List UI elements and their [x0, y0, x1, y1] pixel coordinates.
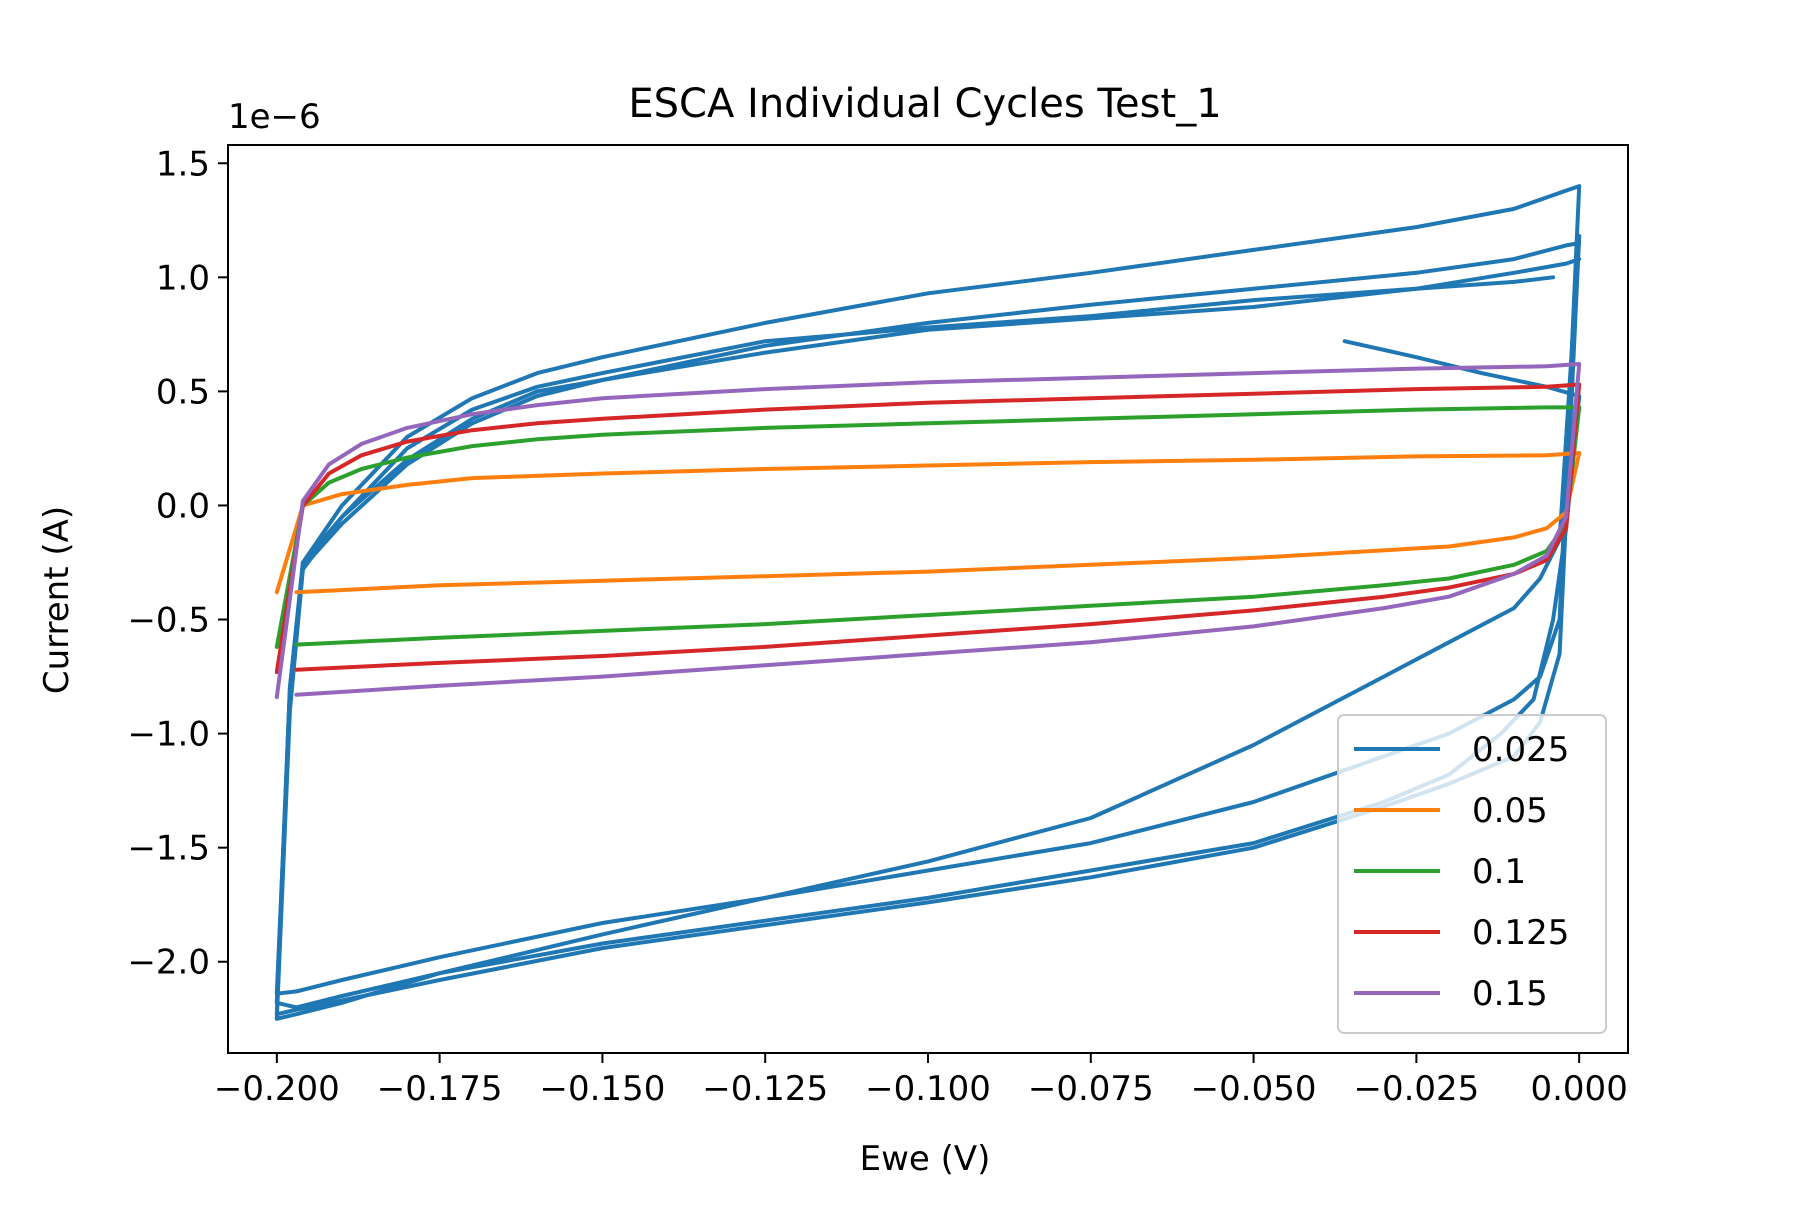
- x-tick-label: −0.075: [1028, 1069, 1154, 1109]
- legend-label: 0.15: [1472, 974, 1548, 1014]
- x-axis-ticks: −0.200 −0.175 −0.150 −0.125 −0.100 −0.075 −0.0…: [214, 1053, 1628, 1109]
- series-line-0.025: [274, 234, 1582, 1021]
- series-line-0.1: [274, 405, 1582, 649]
- series-line-0.025: [274, 257, 1582, 1010]
- y-offset-text: 1e−6: [228, 97, 321, 137]
- y-axis-label: Current (A): [37, 506, 77, 694]
- y-tick-label: −0.5: [127, 601, 210, 641]
- legend: 0.025 0.05 0.1 0.125 0.15: [1337, 714, 1607, 1034]
- series-line-0.125: [274, 382, 1582, 674]
- y-tick-label: −2.0: [127, 943, 210, 983]
- chart-title: ESCA Individual Cycles Test_1: [628, 81, 1221, 127]
- legend-box: [1337, 714, 1607, 1034]
- x-tick-label: −0.025: [1353, 1069, 1479, 1109]
- y-tick-label: 0.5: [156, 372, 210, 412]
- y-tick-label: 1.5: [156, 144, 210, 184]
- x-tick-label: −0.125: [702, 1069, 828, 1109]
- legend-label: 0.125: [1472, 913, 1569, 953]
- legend-label: 0.1: [1472, 852, 1526, 892]
- series-line-0.05: [274, 451, 1582, 595]
- series-0.125: [274, 382, 1582, 674]
- y-tick-label: 1.0: [156, 258, 210, 298]
- series-line-0.15: [274, 362, 1582, 700]
- y-tick-label: −1.0: [127, 715, 210, 755]
- x-tick-label: −0.050: [1191, 1069, 1317, 1109]
- series-0.1: [274, 405, 1582, 649]
- x-tick-label: −0.150: [540, 1069, 666, 1109]
- x-tick-label: −0.175: [377, 1069, 503, 1109]
- series-0.15: [274, 362, 1582, 700]
- y-tick-label: −1.5: [127, 829, 210, 869]
- legend-label: 0.025: [1472, 730, 1569, 770]
- y-tick-label: 0.0: [156, 486, 210, 526]
- x-tick-label: −0.100: [865, 1069, 991, 1109]
- series-0.05: [274, 451, 1582, 595]
- legend-label: 0.05: [1472, 791, 1548, 831]
- x-axis-label: Ewe (V): [860, 1139, 991, 1179]
- y-axis-ticks: −2.0 −1.5 −1.0 −0.5 0.0 0.5 1.0 1.5: [127, 144, 228, 983]
- x-tick-label: −0.200: [214, 1069, 340, 1109]
- plot-frame: [227, 144, 1629, 1054]
- x-tick-label: 0.000: [1530, 1069, 1627, 1109]
